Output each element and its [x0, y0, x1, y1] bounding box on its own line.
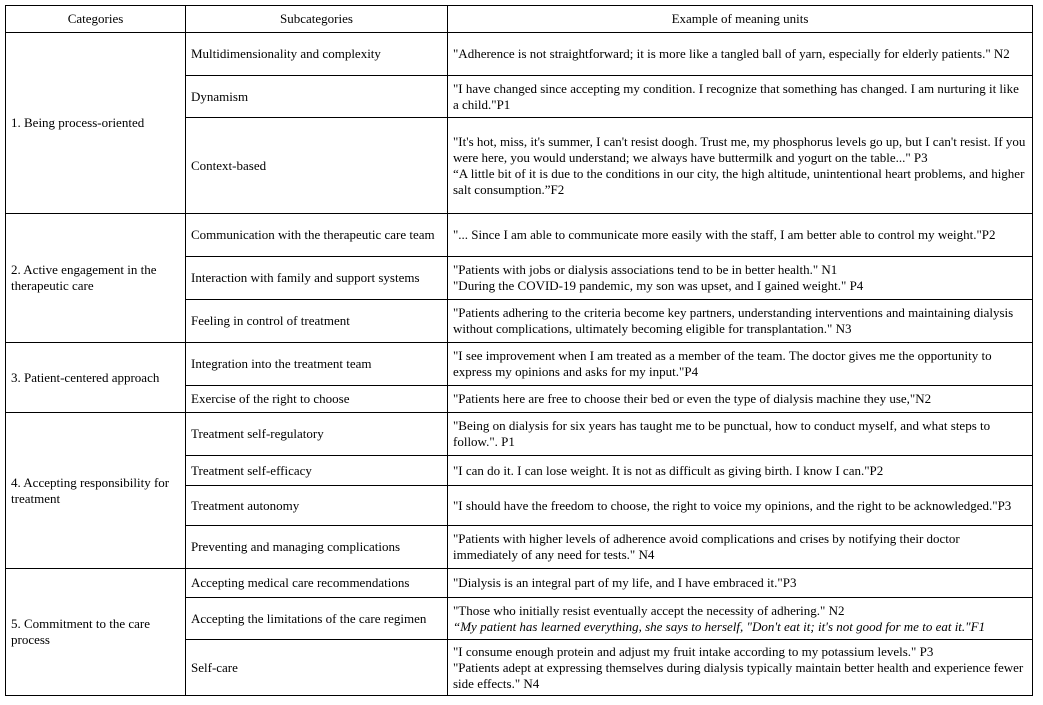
meaning-units-cell: "I consume enough protein and adjust my … — [447, 639, 1033, 696]
meaning-units-cell: "Patients with higher levels of adherenc… — [447, 525, 1033, 569]
meaning-unit-quote: "Patients with jobs or dialysis associat… — [453, 262, 838, 277]
subcategory-cell: Treatment autonomy — [185, 485, 448, 526]
meaning-units-cell: "Patients here are free to choose their … — [447, 385, 1033, 413]
meaning-units-cell: "I see improvement when I am treated as … — [447, 342, 1033, 386]
table-row: 5. Commitment to the care process Accepti… — [5, 568, 1033, 696]
subcategory-cell: Treatment self-efficacy — [185, 455, 448, 486]
category-cell: 3. Patient-centered approach — [5, 342, 186, 413]
meaning-units-cell: "I should have the freedom to choose, th… — [447, 485, 1033, 526]
meaning-unit-quote: "Dialysis is an integral part of my life… — [453, 575, 797, 590]
table-row: Treatment autonomy "I should have the fre… — [6, 485, 1033, 526]
meaning-units-cell: "Patients with jobs or dialysis associat… — [447, 256, 1033, 300]
meaning-units-cell: "Adherence is not straightforward; it is… — [447, 32, 1033, 76]
subcategory-cell: Integration into the treatment team — [185, 342, 448, 386]
meaning-unit-quote: "I consume enough protein and adjust my … — [453, 643, 934, 659]
meaning-unit-quote: “My patient has learned everything, she … — [453, 618, 986, 634]
meaning-units-cell: "Dialysis is an integral part of my life… — [447, 568, 1033, 598]
table-row: 2. Active engagement in the therapeutic … — [5, 213, 1033, 343]
table-row: 1. Being process-oriented Multidimensiona… — [5, 32, 1033, 214]
category-cell: 5. Commitment to the care process — [5, 568, 186, 696]
table-row: Accepting the limitations of the care re… — [6, 597, 1033, 640]
meaning-unit-quote: "Patients adept at expressing themselves… — [453, 659, 1024, 691]
table-row: 3. Patient-centered approach Integration … — [5, 342, 1033, 413]
subcategory-cell: Context-based — [185, 117, 448, 214]
subcategory-cell: Dynamism — [185, 75, 448, 118]
meaning-units-cell: "Patients adhering to the criteria becom… — [447, 299, 1033, 343]
table-row: Context-based "It's hot, miss, it's summe… — [6, 117, 1033, 214]
subcategory-cell: Exercise of the right to choose — [185, 385, 448, 413]
meaning-unit-quote: "I can do it. I can lose weight. It is n… — [453, 462, 884, 478]
meaning-unit-quote: "It's hot, miss, it's summer, I can't re… — [453, 133, 1026, 165]
header-subcategories: Subcategories — [185, 5, 448, 33]
table-row: Feeling in control of treatment "Patients… — [6, 299, 1033, 343]
subcategory-cell: Treatment self-regulatory — [185, 412, 448, 456]
table-row: Dynamism "I have changed since accepting … — [6, 75, 1033, 118]
meaning-unit-quote: “A little bit of it is due to the condit… — [453, 165, 1025, 197]
meaning-units-cell: "Those who initially resist eventually a… — [447, 597, 1033, 640]
meaning-unit-quote: "I should have the freedom to choose, th… — [453, 497, 1012, 513]
header-meaning-units: Example of meaning units — [447, 5, 1033, 33]
meaning-units-cell: "Being on dialysis for six years has tau… — [447, 412, 1033, 456]
subcategory-cell: Accepting medical care recommendations — [185, 568, 448, 598]
category-cell: 2. Active engagement in the therapeutic … — [5, 213, 186, 343]
meaning-unit-quote: "I have changed since accepting my condi… — [453, 80, 1019, 112]
meaning-unit-quote: "Patients adhering to the criteria becom… — [453, 305, 1014, 336]
subcategory-cell: Self-care — [185, 639, 448, 696]
header-categories: Categories — [5, 5, 186, 33]
meaning-unit-quote: "Adherence is not straightforward; it is… — [453, 46, 1010, 61]
meaning-units-cell: "I can do it. I can lose weight. It is n… — [447, 455, 1033, 486]
meaning-units-cell: "It's hot, miss, it's summer, I can't re… — [447, 117, 1033, 214]
meaning-unit-quote: "Those who initially resist eventually a… — [453, 602, 845, 618]
meaning-unit-quote: "During the COVID-19 pandemic, my son wa… — [453, 278, 864, 293]
meaning-unit-quote: "I see improvement when I am treated as … — [453, 348, 992, 379]
subcategory-cell: Accepting the limitations of the care re… — [185, 597, 448, 640]
meaning-unit-quote: "Patients with higher levels of adherenc… — [453, 531, 960, 562]
table-row: Self-care "I consume enough protein and a… — [6, 639, 1033, 696]
meaning-units-cell: "I have changed since accepting my condi… — [447, 75, 1033, 118]
meaning-unit-quote: "Patients here are free to choose their … — [453, 391, 932, 406]
header-row: Categories Subcategories Example of mean… — [5, 5, 1033, 33]
meaning-unit-quote: "Being on dialysis for six years has tau… — [453, 418, 991, 449]
subcategory-cell: Preventing and managing complications — [185, 525, 448, 569]
table-row: 4. Accepting responsibility for treatmen… — [5, 412, 1033, 569]
subcategory-cell: Feeling in control of treatment — [185, 299, 448, 343]
meaning-units-table: Categories Subcategories Example of mean… — [5, 5, 1033, 696]
subcategory-cell: Interaction with family and support syst… — [185, 256, 448, 300]
category-cell: 1. Being process-oriented — [5, 32, 186, 214]
meaning-units-cell: "... Since I am able to communicate more… — [447, 213, 1033, 257]
category-cell: 4. Accepting responsibility for treatmen… — [5, 412, 186, 569]
subcategory-cell: Multidimensionality and complexity — [185, 32, 448, 76]
meaning-unit-quote: "... Since I am able to communicate more… — [453, 227, 996, 242]
subcategory-cell: Communication with the therapeutic care … — [185, 213, 448, 257]
table-row: Interaction with family and support syst… — [6, 256, 1033, 300]
